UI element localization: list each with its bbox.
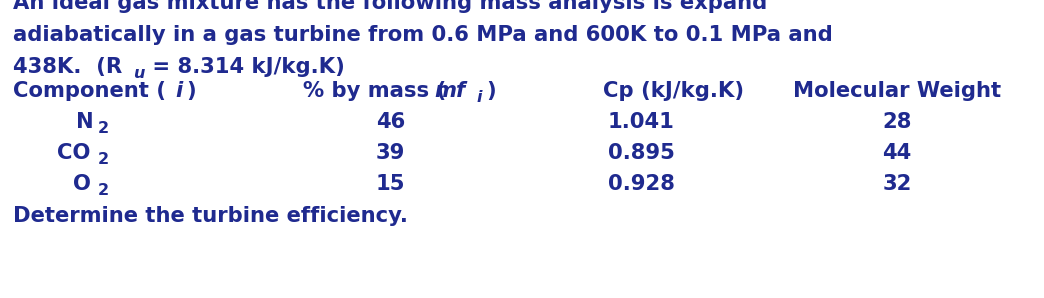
Text: u: u: [133, 66, 144, 81]
Text: N: N: [76, 112, 94, 132]
Text: CO: CO: [57, 143, 91, 163]
Text: 44: 44: [882, 143, 911, 163]
Text: 0.928: 0.928: [608, 174, 674, 194]
Text: 46: 46: [376, 112, 405, 132]
Text: adiabatically in a gas turbine from 0.6 MPa and 600K to 0.1 MPa and: adiabatically in a gas turbine from 0.6 …: [13, 25, 832, 45]
Text: 1.041: 1.041: [608, 112, 674, 132]
Text: Cp (kJ/kg.K): Cp (kJ/kg.K): [603, 81, 744, 101]
Text: = 8.314 kJ/kg.K): = 8.314 kJ/kg.K): [145, 57, 345, 77]
Text: 2: 2: [98, 183, 110, 198]
Text: i: i: [175, 81, 183, 101]
Text: 438K.  (R: 438K. (R: [13, 57, 122, 77]
Text: mf: mf: [434, 81, 466, 101]
Text: 2: 2: [98, 152, 110, 167]
Text: An ideal gas mixture has the following mass analysis is expand: An ideal gas mixture has the following m…: [13, 0, 766, 13]
Text: 28: 28: [882, 112, 911, 132]
Text: Determine the turbine efficiency.: Determine the turbine efficiency.: [13, 206, 407, 226]
Text: 2: 2: [98, 121, 110, 136]
Text: 15: 15: [376, 174, 405, 194]
Text: 0.895: 0.895: [608, 143, 674, 163]
Text: O: O: [73, 174, 91, 194]
Text: ): ): [487, 81, 496, 101]
Text: i: i: [476, 90, 481, 105]
Text: ): ): [186, 81, 195, 101]
Text: 39: 39: [376, 143, 405, 163]
Text: Molecular Weight: Molecular Weight: [793, 81, 1001, 101]
Text: Component (: Component (: [13, 81, 166, 101]
Text: % by mass (: % by mass (: [303, 81, 446, 101]
Text: 32: 32: [882, 174, 911, 194]
